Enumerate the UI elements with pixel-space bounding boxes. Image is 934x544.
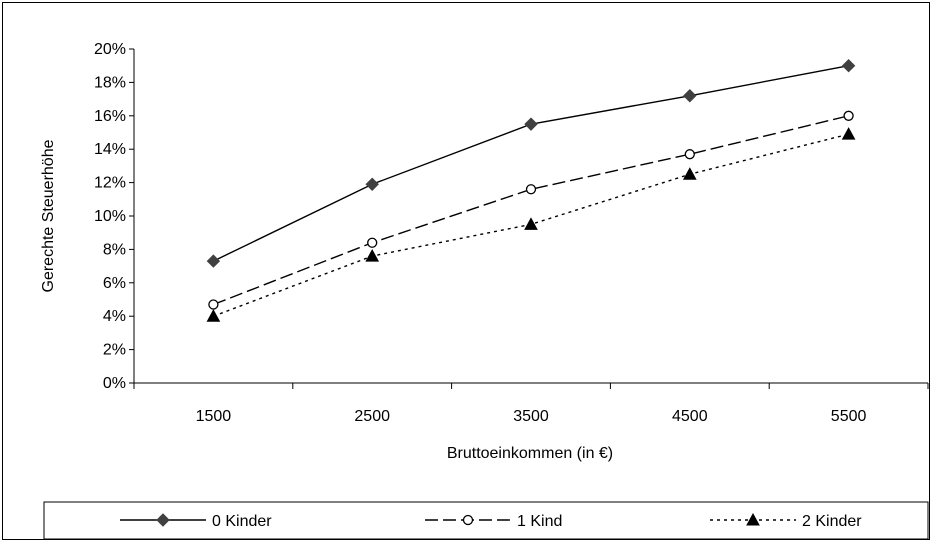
data-point bbox=[524, 117, 538, 131]
y-tick-label: 8% bbox=[103, 241, 126, 258]
legend-item-1: 0 Kinder bbox=[120, 513, 272, 530]
legend: 0 Kinder 1 Kind 2 Kinder bbox=[43, 501, 929, 540]
data-point bbox=[684, 149, 695, 160]
data-point bbox=[682, 167, 697, 180]
series-line bbox=[213, 115, 849, 306]
x-tick-label: 5500 bbox=[831, 408, 867, 425]
data-point bbox=[524, 217, 538, 230]
x-tick-label: 1500 bbox=[196, 408, 232, 425]
data-point bbox=[365, 249, 380, 262]
series-line bbox=[213, 65, 849, 262]
legend-label: 2 Kinder bbox=[802, 513, 862, 530]
y-tick-label: 20% bbox=[94, 41, 126, 58]
series-1 bbox=[206, 58, 856, 268]
y-tick-label: 10% bbox=[94, 208, 126, 225]
data-point bbox=[206, 254, 221, 268]
data-point bbox=[841, 58, 856, 73]
y-tick-label: 2% bbox=[103, 342, 126, 359]
x-axis-title: Bruttoeinkommen (in €) bbox=[447, 445, 613, 462]
data-point bbox=[206, 309, 221, 322]
legend-marker bbox=[462, 514, 474, 526]
data-point bbox=[367, 237, 378, 248]
data-point bbox=[843, 110, 854, 121]
x-tick-label: 4500 bbox=[672, 408, 708, 425]
legend-label: 0 Kinder bbox=[212, 513, 272, 530]
data-point bbox=[683, 89, 697, 103]
series-3 bbox=[206, 127, 856, 322]
data-point bbox=[208, 299, 219, 310]
y-tick-label: 6% bbox=[103, 275, 126, 292]
y-tick-label: 18% bbox=[94, 74, 126, 91]
x-tick-label: 2500 bbox=[354, 408, 390, 425]
data-point bbox=[525, 184, 537, 195]
x-tick-label: 3500 bbox=[513, 408, 549, 425]
data-point bbox=[841, 127, 856, 140]
y-tick-label: 0% bbox=[103, 375, 126, 392]
legend-item-2: 1 Kind bbox=[425, 513, 562, 530]
series-2 bbox=[208, 110, 854, 310]
y-tick-label: 14% bbox=[94, 141, 126, 158]
x-axis: 1500 2500 3500 4500 5500 bbox=[133, 382, 929, 425]
legend-marker bbox=[746, 512, 760, 526]
y-tick-label: 12% bbox=[94, 175, 126, 192]
y-axis-title: Gerechte Steuerhöhe bbox=[40, 139, 57, 292]
y-axis: 0% 2% 4% 6% 8% 10% 12% 14% 16% 18% 20% bbox=[94, 41, 135, 392]
legend-marker bbox=[156, 513, 170, 527]
series-layer bbox=[206, 58, 856, 322]
data-point bbox=[365, 177, 379, 191]
legend-label: 1 Kind bbox=[517, 513, 562, 530]
legend-item-3: 2 Kinder bbox=[710, 512, 862, 530]
y-tick-label: 4% bbox=[103, 308, 126, 325]
y-tick-label: 16% bbox=[94, 108, 126, 125]
